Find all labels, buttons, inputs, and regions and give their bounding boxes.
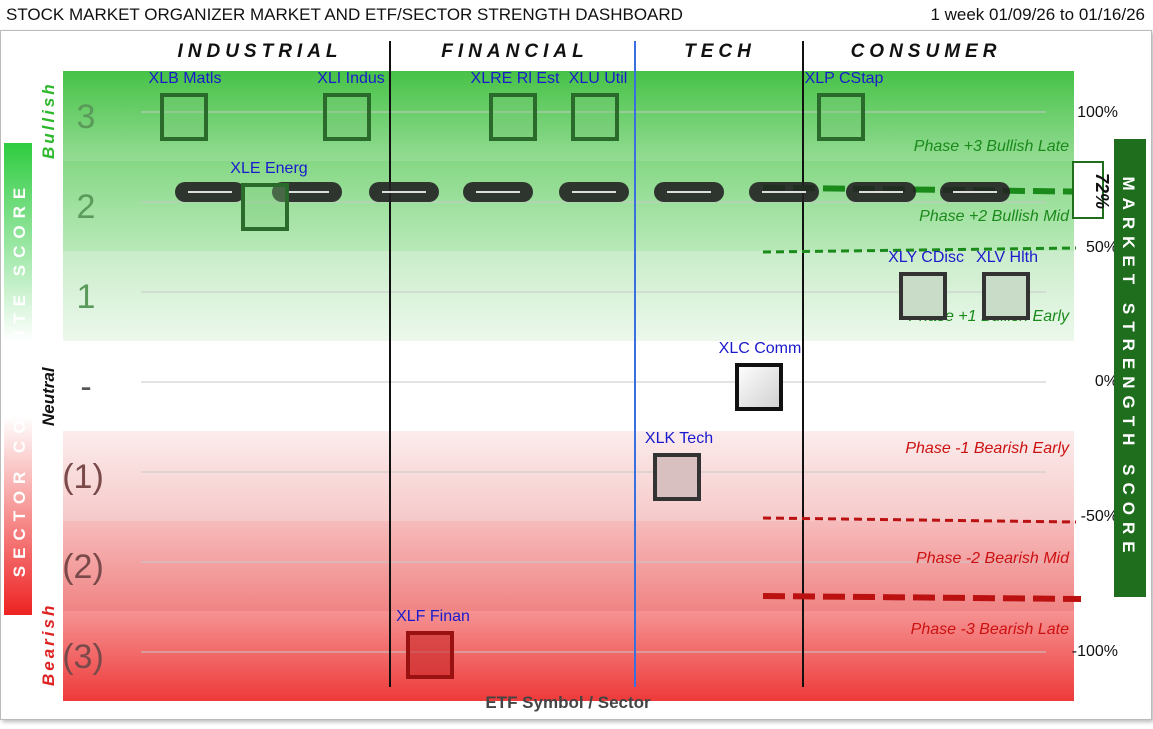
etf-box bbox=[241, 183, 289, 231]
market-strength-value-box bbox=[1072, 161, 1104, 219]
etf-marker-xle: XLE Energ bbox=[230, 160, 308, 231]
etf-box bbox=[571, 93, 619, 141]
y-tick-label: (2) bbox=[62, 548, 104, 586]
sector-header-industrial: INDUSTRIAL bbox=[177, 41, 342, 62]
etf-marker-xlb: XLB Matls bbox=[149, 70, 222, 141]
phase-labels: Phase +3 Bullish Late Phase +2 Bullish Mi… bbox=[905, 138, 1070, 638]
etf-label: XLP CStap bbox=[805, 70, 884, 87]
y-tick-labels: 3 2 1 - (1) (2) (3) bbox=[62, 98, 104, 676]
phase-label: Phase +3 Bullish Late bbox=[914, 138, 1069, 155]
etf-marker-xlp: XLP CStap bbox=[805, 70, 884, 141]
y-axis-title: SECTOR COMPOSITE SCORE bbox=[10, 181, 29, 577]
etf-label: XLE Energ bbox=[230, 160, 307, 177]
y-tick-label: 3 bbox=[77, 98, 96, 136]
phase-band bbox=[63, 611, 1074, 701]
sector-header-financial: FINANCIAL bbox=[441, 41, 588, 62]
phase-label: Phase -1 Bearish Early bbox=[905, 440, 1070, 457]
etf-box bbox=[899, 272, 947, 320]
etf-marker-xlc: XLC Comm bbox=[719, 340, 802, 411]
etf-label: XLU Util bbox=[569, 70, 628, 87]
etf-markers: XLB Matls XLI Indus XLE Energ XLRE Rl Est XL… bbox=[149, 70, 1038, 679]
etf-box bbox=[406, 631, 454, 679]
left-axis: SECTOR COMPOSITE SCORE Bullish Neutral B… bbox=[4, 81, 58, 686]
market-strength-value: 72% bbox=[1092, 173, 1112, 209]
phase-label: Phase +2 Bullish Mid bbox=[919, 208, 1070, 225]
etf-marker-xly: XLY CDisc bbox=[888, 249, 964, 320]
right-tick-label: -50% bbox=[1081, 508, 1118, 525]
right-axis-title: MARKET STRENGTH SCORE bbox=[1119, 176, 1138, 559]
y-tick-label: (3) bbox=[62, 638, 104, 676]
right-tick-label: 100% bbox=[1077, 104, 1118, 121]
dashboard-title: STOCK MARKET ORGANIZER MARKET AND ETF/SE… bbox=[6, 5, 683, 24]
etf-marker-xlk: XLK Tech bbox=[645, 430, 713, 501]
phase-label: Phase -3 Bearish Late bbox=[911, 621, 1069, 638]
etf-label: XLK Tech bbox=[645, 430, 713, 447]
etf-box bbox=[653, 453, 701, 501]
etf-marker-xlv: XLV Hlth bbox=[976, 249, 1038, 320]
etf-box bbox=[817, 93, 865, 141]
neutral-zone-label: Neutral bbox=[39, 366, 58, 426]
bearish-zone-label: Bearish bbox=[39, 603, 58, 686]
bear-late-line bbox=[762, 593, 1082, 602]
etf-marker-xlre: XLRE Rl Est bbox=[471, 70, 560, 141]
etf-label: XLY CDisc bbox=[888, 249, 964, 266]
sector-headers: INDUSTRIAL FINANCIAL TECH CONSUMER bbox=[177, 41, 1002, 62]
etf-box bbox=[982, 272, 1030, 320]
phase-band bbox=[63, 71, 1074, 161]
y-tick-label: 1 bbox=[77, 278, 96, 316]
y-tick-label: 2 bbox=[77, 188, 96, 226]
market-strength-line bbox=[762, 184, 1077, 195]
sector-header-tech: TECH bbox=[684, 41, 756, 62]
phase-band bbox=[63, 521, 1074, 611]
y-tick-label: - bbox=[80, 368, 91, 406]
right-tick-label: -100% bbox=[1072, 643, 1118, 660]
market-strength-axis: MARKET STRENGTH SCORE 72% bbox=[1072, 139, 1146, 597]
market-strength-bar bbox=[1114, 139, 1146, 597]
etf-label: XLF Finan bbox=[396, 608, 470, 625]
date-range: 1 week 01/09/26 to 01/16/26 bbox=[930, 5, 1145, 24]
etf-label: XLRE Rl Est bbox=[471, 70, 560, 87]
right-tick-label: 50% bbox=[1086, 239, 1118, 256]
etf-marker-xlu: XLU Util bbox=[569, 70, 628, 141]
etf-label: XLV Hlth bbox=[976, 249, 1038, 266]
bear-threshold-line bbox=[762, 516, 1077, 524]
x-axis-title: ETF Symbol / Sector bbox=[485, 693, 651, 712]
bull-threshold-line bbox=[762, 246, 1077, 254]
phase-band bbox=[63, 431, 1074, 521]
sector-header-consumer: CONSUMER bbox=[851, 41, 1002, 62]
phase-band bbox=[63, 161, 1074, 251]
sector-strength-chart: INDUSTRIAL FINANCIAL TECH CONSUMER SECTOR C… bbox=[4, 41, 1146, 712]
etf-box bbox=[489, 93, 537, 141]
sector-dividers bbox=[389, 41, 804, 687]
etf-label: XLC Comm bbox=[719, 340, 802, 357]
etf-label: XLB Matls bbox=[149, 70, 222, 87]
etf-label: XLI Indus bbox=[317, 70, 385, 87]
right-tick-label: 0% bbox=[1095, 373, 1118, 390]
phase-bands bbox=[63, 71, 1074, 701]
etf-box bbox=[735, 363, 783, 411]
phase-label: Phase -2 Bearish Mid bbox=[916, 550, 1070, 567]
composite-score-gradient-bar bbox=[4, 143, 32, 615]
etf-marker-xli: XLI Indus bbox=[317, 70, 385, 141]
y-tick-label: (1) bbox=[62, 458, 104, 496]
bullish-zone-label: Bullish bbox=[39, 81, 58, 159]
chart-frame: INDUSTRIAL FINANCIAL TECH CONSUMER SECTOR C… bbox=[0, 30, 1152, 720]
market-strength-lines bbox=[175, 182, 1082, 602]
etf-box bbox=[323, 93, 371, 141]
etf-box bbox=[160, 93, 208, 141]
right-tick-labels: 100% 50% 0% -50% -100% bbox=[1072, 104, 1118, 660]
etf-marker-xlf: XLF Finan bbox=[396, 608, 470, 679]
